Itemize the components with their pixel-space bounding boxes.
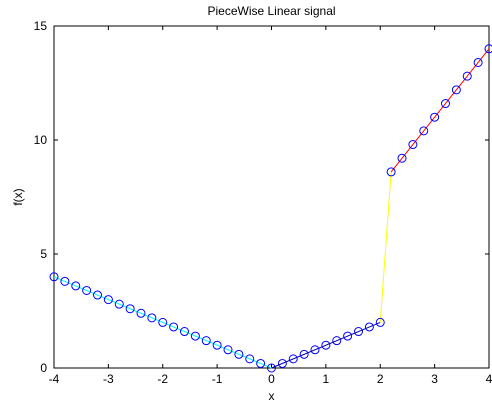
data-point	[245, 354, 255, 364]
x-tick-label: -1	[212, 372, 223, 386]
x-tick-label: 1	[323, 372, 330, 386]
data-point	[147, 313, 157, 323]
data-point	[223, 345, 233, 355]
data-point	[375, 317, 385, 327]
data-point	[408, 140, 418, 150]
series-segment	[390, 48, 490, 173]
data-point	[430, 112, 440, 122]
data-point	[212, 340, 222, 350]
y-tick-label: 10	[34, 133, 48, 147]
data-point	[299, 349, 309, 359]
data-point	[364, 322, 374, 332]
x-tick-label: -3	[103, 372, 114, 386]
data-point	[201, 336, 211, 346]
x-axis-title: x	[269, 389, 275, 403]
x-tick-label: -4	[49, 372, 60, 386]
data-point	[114, 299, 124, 309]
data-point	[256, 358, 266, 368]
y-tick-label: 0	[40, 361, 47, 375]
data-point	[82, 285, 92, 295]
data-point	[419, 126, 429, 136]
data-point	[60, 276, 70, 286]
data-point	[354, 327, 363, 337]
x-tick-label: 3	[431, 372, 438, 386]
data-point	[484, 44, 492, 54]
x-tick-label: -2	[157, 372, 168, 386]
x-tick-label: 4	[486, 372, 492, 386]
data-point	[451, 85, 461, 95]
data-point	[71, 281, 81, 291]
y-axis-title: f(x)	[11, 188, 25, 205]
data-point	[125, 304, 135, 314]
data-point	[180, 327, 189, 337]
data-point	[234, 349, 244, 359]
data-point	[310, 345, 320, 355]
y-tick-label: 5	[40, 247, 47, 261]
data-point	[462, 71, 472, 81]
data-point	[169, 322, 179, 332]
chart-title: PieceWise Linear signal	[207, 4, 335, 18]
series-segment	[379, 171, 392, 323]
data-point	[267, 363, 276, 373]
data-point	[49, 272, 59, 282]
data-point	[332, 336, 342, 346]
data-point	[441, 99, 450, 109]
ticks: -4 -3 -2 -1 0 1 2 3 4 0 5 10 15	[34, 19, 492, 386]
data-point	[158, 317, 168, 327]
data-point	[190, 331, 200, 341]
axes-frame	[53, 25, 490, 369]
data-point	[136, 308, 146, 318]
x-tick-label: 2	[377, 372, 384, 386]
data-point	[103, 295, 113, 305]
data-point	[473, 57, 483, 67]
x-tick-label: 0	[268, 372, 275, 386]
data-markers	[49, 44, 492, 373]
data-point	[288, 354, 298, 364]
data-point	[386, 167, 396, 177]
data-point	[277, 358, 287, 368]
data-point	[93, 290, 102, 300]
data-point	[343, 331, 353, 341]
y-tick-label: 15	[34, 19, 48, 33]
data-point	[397, 153, 407, 163]
data-point	[321, 340, 331, 350]
